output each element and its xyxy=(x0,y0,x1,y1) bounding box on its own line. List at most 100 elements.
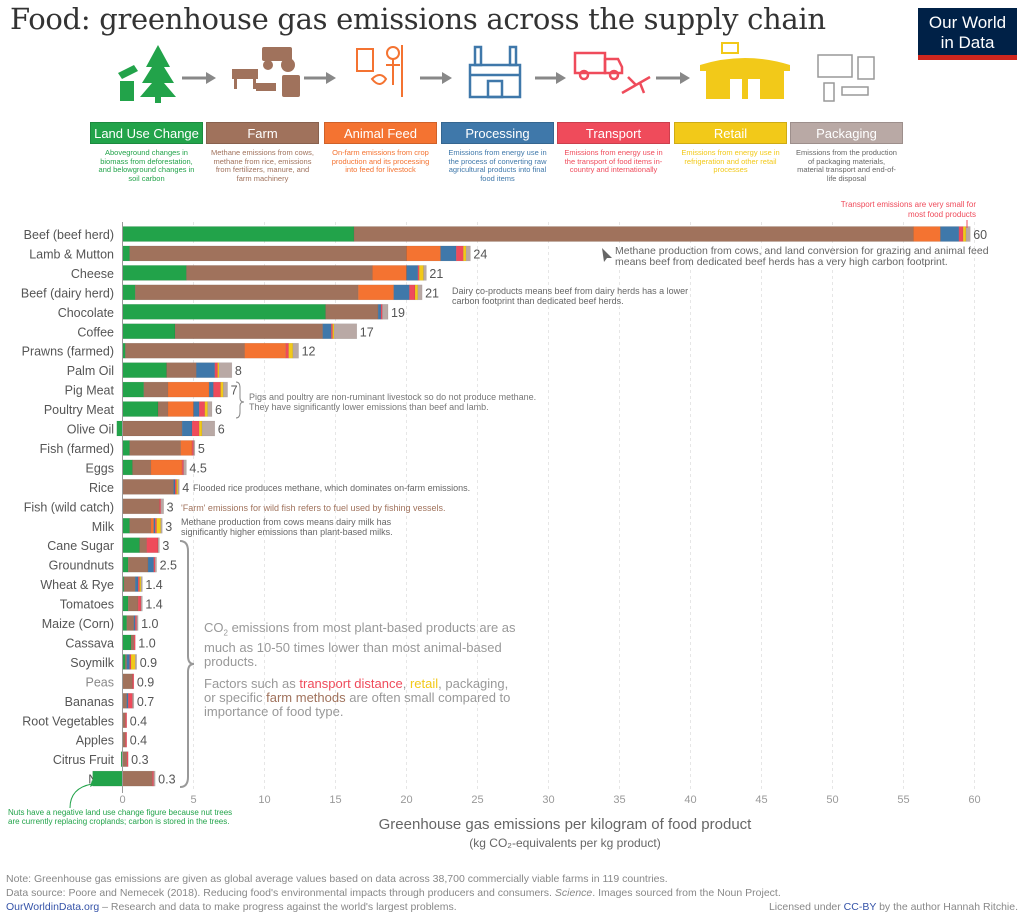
annotation-rice: Flooded rice produces methane, which dom… xyxy=(193,483,471,493)
category-label: Cane Sugar xyxy=(47,539,114,553)
category-label: Soymilk xyxy=(70,656,115,670)
bar-segment-packaging[interactable] xyxy=(157,537,160,553)
bar-segment-processing[interactable] xyxy=(147,556,154,573)
bar-segment-transport[interactable] xyxy=(285,342,289,359)
tree-stump-icon xyxy=(118,45,176,103)
bar-segment-farm[interactable] xyxy=(125,654,128,670)
total-value-label: 1.4 xyxy=(145,598,162,612)
bar-segment-packaging[interactable] xyxy=(160,518,163,534)
tagline: – Research and data to make progress aga… xyxy=(99,901,457,913)
bar-segment-packaging[interactable] xyxy=(417,284,423,301)
legend-desc-transport: Emissions from energy use in the transpo… xyxy=(564,148,663,174)
bar-segment-packaging[interactable] xyxy=(135,654,137,670)
bar-segment-transport[interactable] xyxy=(126,751,129,767)
total-value-label: 0.4 xyxy=(130,714,147,728)
bar-segment-transport[interactable] xyxy=(174,479,177,495)
logo-line1: Our World xyxy=(928,13,1007,32)
shop-icon xyxy=(700,42,790,99)
category-label: Rice xyxy=(89,481,114,495)
bar-segment-packaging[interactable] xyxy=(154,556,157,573)
category-label: Fish (wild catch) xyxy=(24,500,114,514)
category-label: Citrus Fruit xyxy=(53,753,115,767)
footer-license: Licensed under CC-BY by the author Hanna… xyxy=(769,901,1018,913)
bar-segment-packaging[interactable] xyxy=(140,576,143,592)
bar-segment-packaging[interactable] xyxy=(201,420,216,437)
bar-segment-transport[interactable] xyxy=(125,731,128,748)
arrow-icon xyxy=(535,72,566,84)
footer-note: Note: Greenhouse gas emissions are given… xyxy=(6,873,668,885)
plants-text: , packaging, or specific xyxy=(204,676,509,705)
bar-segment-farm[interactable] xyxy=(353,226,914,242)
bar-segment-packaging[interactable] xyxy=(218,362,233,378)
total-value-label: 7 xyxy=(231,384,238,398)
bar-segment-packaging[interactable] xyxy=(177,479,180,495)
bar-segment-retail[interactable] xyxy=(220,381,224,398)
bar-segment-farm[interactable] xyxy=(174,323,323,339)
bar-segment-packaging[interactable] xyxy=(465,245,471,262)
bar-segment-retail[interactable] xyxy=(463,245,467,262)
category-label: Cheese xyxy=(71,267,114,281)
legend-retail: Retail xyxy=(674,122,787,144)
license-text: Licensed under xyxy=(768,901,844,913)
total-value-label: 0.3 xyxy=(131,753,148,767)
total-value-label: 4.5 xyxy=(189,461,206,475)
annotation-dairy-beef: Dairy co-products means beef from dairy … xyxy=(452,286,689,306)
annotation-plants-1: CO2 emissions from most plant-based prod… xyxy=(204,621,519,669)
category-label: Peas xyxy=(86,675,115,689)
cursor-arrow-icon xyxy=(602,248,612,262)
bar-segment-packaging[interactable] xyxy=(207,401,213,417)
total-value-label: 17 xyxy=(360,325,374,339)
legend-desc-farm: Methane emissions from cows, methane fro… xyxy=(211,148,314,183)
bar-segment-processing[interactable] xyxy=(196,362,216,378)
bar-segment-transport[interactable] xyxy=(127,693,133,709)
arrow-icon xyxy=(656,72,690,84)
bar-segment-packaging[interactable] xyxy=(140,595,143,612)
bar-segment-transport[interactable] xyxy=(132,673,135,690)
bar-segment-farm[interactable] xyxy=(186,265,373,281)
bar-segment-transport[interactable] xyxy=(137,595,142,612)
bar-segment-retail[interactable] xyxy=(139,576,142,592)
bar-segment-packaging[interactable] xyxy=(183,459,187,476)
site-link[interactable]: OurWorldinData.org xyxy=(6,901,100,913)
bar-segment-packaging[interactable] xyxy=(193,440,196,456)
category-label: Beef (dairy herd) xyxy=(21,286,114,300)
legend-animal-feed: Animal Feed xyxy=(324,122,437,144)
annotation-transport: Transport emissions are very small for m… xyxy=(840,200,976,219)
bar-segment-packaging[interactable] xyxy=(223,381,228,398)
packages-icon xyxy=(817,54,875,102)
total-value-label: 2.5 xyxy=(160,559,177,573)
bar-segment-transport[interactable] xyxy=(125,712,128,728)
annotation-nuts: Nuts have a negative land use change fig… xyxy=(8,808,233,826)
bar-segment-packaging[interactable] xyxy=(160,498,164,515)
x-tick-label: 25 xyxy=(471,794,483,806)
bar-segment-retail[interactable] xyxy=(198,420,203,437)
bar-segment-packaging[interactable] xyxy=(382,304,389,320)
chart-title: Food: greenhouse gas emissions across th… xyxy=(10,2,826,36)
legend-desc-retail: Emissions from energy use in refrigerati… xyxy=(681,148,780,174)
bar-segment-animal-feed[interactable] xyxy=(150,518,154,534)
bar-segment-packaging[interactable] xyxy=(292,342,299,359)
legend-desc-land-use-change: Aboveground changes in biomass from defo… xyxy=(98,148,195,183)
category-label: Palm Oil xyxy=(67,364,114,378)
bar-segment-packaging[interactable] xyxy=(965,226,971,242)
bar-segment-transport[interactable] xyxy=(133,634,136,651)
footer-site: OurWorldinData.org – Research and data t… xyxy=(6,901,457,913)
bar-segment-packaging[interactable] xyxy=(132,693,135,709)
bar-segment-processing[interactable] xyxy=(440,245,457,262)
plants-text: are often small compared to importance o… xyxy=(204,690,511,719)
bar-segment-packaging[interactable] xyxy=(136,615,139,631)
x-tick-label: 15 xyxy=(329,794,341,806)
x-tick-label: 35 xyxy=(613,794,625,806)
bar-segment-packaging[interactable] xyxy=(333,323,358,339)
category-label: Coffee xyxy=(77,325,114,339)
bar-segment-packaging[interactable] xyxy=(153,770,156,787)
bar-segment-transport[interactable] xyxy=(198,401,206,417)
bar-segment-packaging[interactable] xyxy=(423,265,427,281)
bar-segment-processing[interactable] xyxy=(208,381,214,398)
license-link[interactable]: CC-BY xyxy=(843,901,877,913)
owid-logo[interactable]: Our World in Data xyxy=(918,8,1017,60)
arrow-icon xyxy=(182,72,216,84)
farm-tractor-cows-icon xyxy=(232,47,300,97)
total-value-label: 0.9 xyxy=(140,656,157,670)
total-value-label: 0.7 xyxy=(137,695,154,709)
